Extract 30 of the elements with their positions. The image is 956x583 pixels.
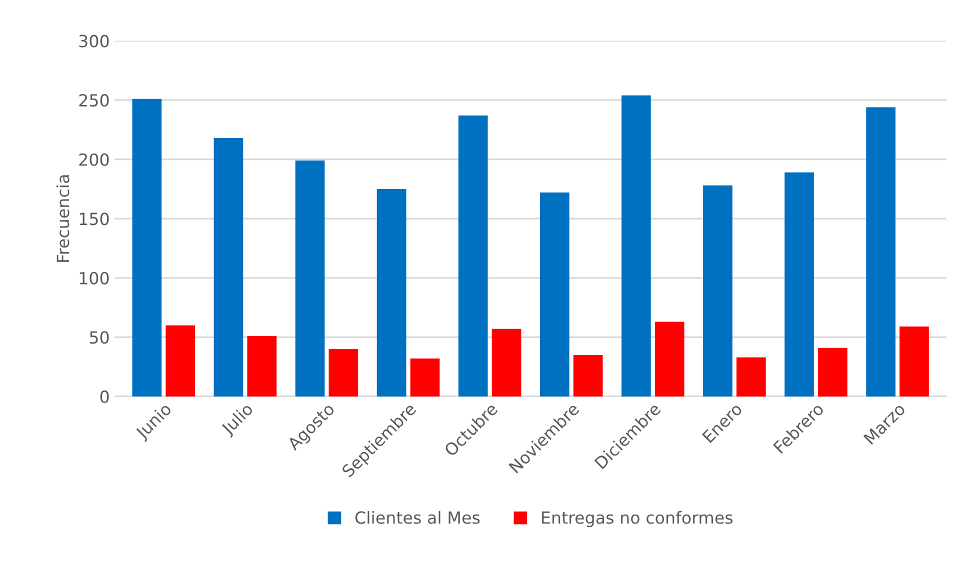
bar [410,358,440,396]
bar [166,325,196,396]
bar [784,172,814,396]
y-tick-label: 50 [90,331,109,344]
bar [654,322,684,396]
legend-label: Clientes al Mes [355,511,480,524]
y-tick-label: 100 [80,272,109,284]
bar [328,349,358,396]
bar [866,107,896,396]
bar [458,115,488,396]
bar [132,98,162,396]
bar [703,185,732,396]
y-tick-label: 200 [79,153,109,166]
bar [247,336,277,396]
y-tick-label: 0 [100,390,109,404]
bar [376,188,406,396]
bar [573,354,603,396]
bar [295,160,325,396]
bar [818,348,848,396]
bar [622,95,651,396]
y-tick-label: 150 [80,212,109,226]
y-tick-label: 300 [79,34,109,48]
legend-label: Entregas no conformes [542,511,733,528]
y-axis-title: Frecuencia [56,175,70,262]
bar [540,192,570,396]
bar [900,326,929,396]
bar [492,328,522,396]
bar [214,138,244,396]
bar [736,357,766,396]
y-tick-label: 250 [79,94,109,107]
